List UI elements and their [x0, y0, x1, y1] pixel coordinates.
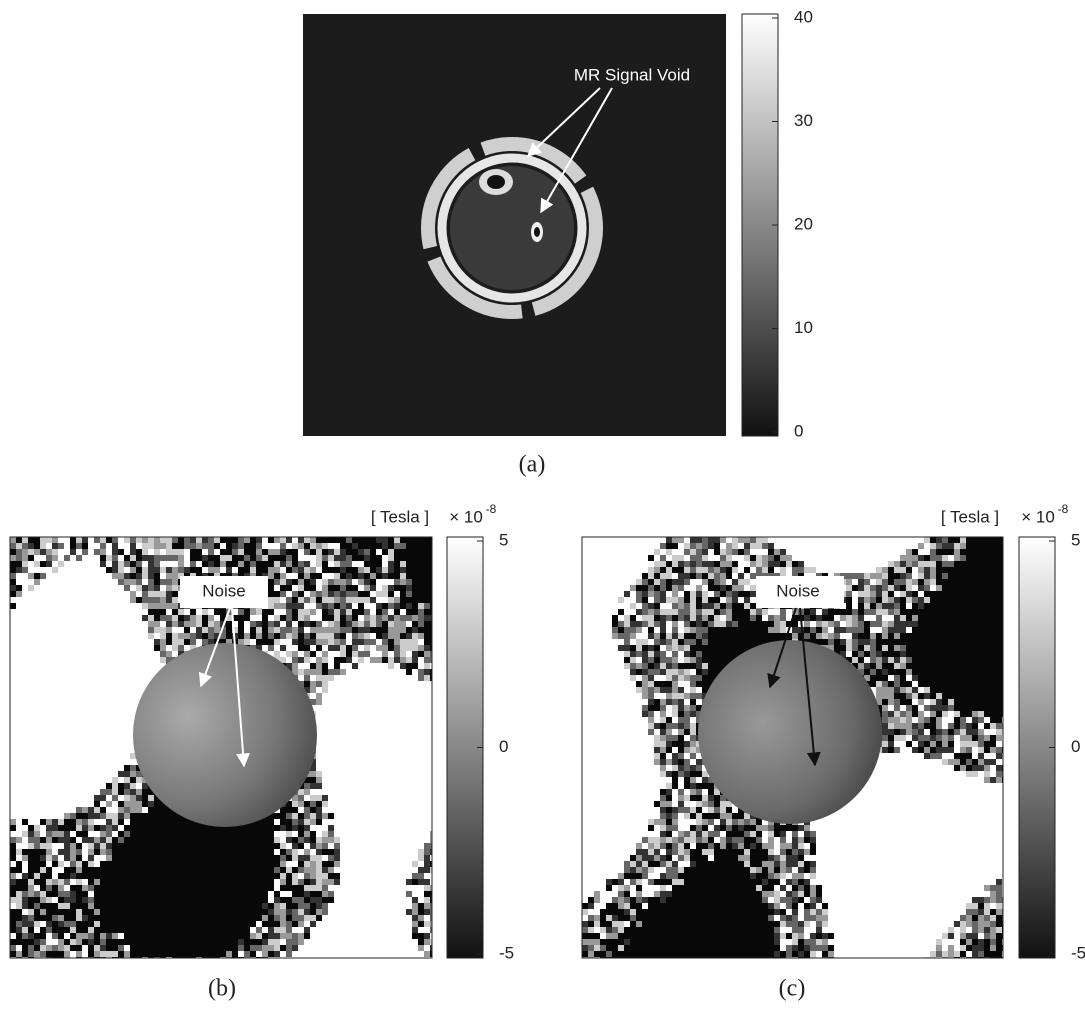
colorbar-tick-label: 0: [794, 421, 803, 440]
colorbar-tick-label: 30: [794, 111, 813, 130]
exponent: -8: [486, 502, 497, 516]
void: [534, 227, 540, 237]
colorbar-tick-label: 0: [1071, 737, 1080, 756]
colorbar-tick-label: 10: [794, 318, 813, 337]
colorbar-tick-label: 0: [499, 737, 508, 756]
exponent: -8: [1058, 502, 1069, 516]
colorbar-tick-label: 5: [499, 530, 508, 549]
annotation: MR Signal Void: [574, 65, 690, 84]
panel-label: (c): [779, 976, 806, 1002]
unit: [ Tesla ]: [941, 507, 999, 526]
panel-label: (a): [519, 452, 546, 478]
multiplier: × 10: [449, 507, 483, 526]
colorbar-tick-label: 5: [1071, 530, 1080, 549]
annotation: Noise: [776, 581, 819, 600]
colorbar-tick-label: -5: [1071, 943, 1085, 962]
panel-label: (b): [208, 976, 236, 1002]
annotation: Noise: [202, 581, 245, 600]
figure: MR Signal Void (a) Noise [ Tesla ] × 10 …: [0, 0, 1085, 1006]
phantom-disc: [133, 643, 317, 827]
void: [487, 175, 505, 189]
multiplier: × 10: [1021, 507, 1055, 526]
colorbar-tick-label: 40: [794, 7, 813, 26]
unit: [ Tesla ]: [371, 507, 429, 526]
phantom-disc: [698, 640, 882, 824]
phantom: [428, 144, 596, 312]
colorbar-tick-label: -5: [499, 943, 514, 962]
colorbar-tick-label: 20: [794, 214, 813, 233]
